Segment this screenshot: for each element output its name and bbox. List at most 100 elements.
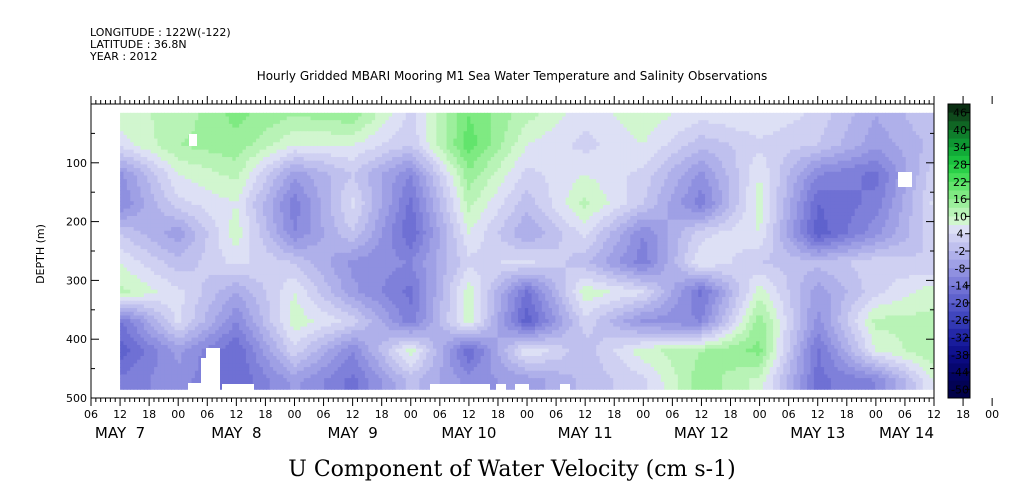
heatmap-cell (297, 161, 301, 165)
heatmap-cell (168, 157, 172, 161)
heatmap-cell (742, 187, 746, 191)
heatmap-cell (171, 183, 175, 187)
heatmap-cell (188, 172, 192, 176)
heatmap-cell (712, 161, 716, 165)
heatmap-cell (423, 168, 427, 172)
heatmap-cell (402, 128, 406, 132)
heatmap-cell (392, 179, 396, 183)
heatmap-cell (168, 139, 172, 143)
heatmap-cell (188, 168, 192, 172)
heatmap-cell (127, 142, 131, 146)
heatmap-cell (168, 179, 172, 183)
heatmap-cell (127, 128, 131, 132)
heatmap-cell (219, 113, 223, 117)
heatmap-cell (457, 164, 461, 168)
heatmap-cell (328, 117, 332, 121)
heatmap-cell (157, 128, 161, 132)
heatmap-cell (518, 128, 522, 132)
heatmap-cell (583, 150, 587, 154)
heatmap-cell (481, 150, 485, 154)
heatmap-cell (464, 153, 468, 157)
heatmap-cell (157, 168, 161, 172)
heatmap-cell (647, 128, 651, 132)
heatmap-cell (392, 157, 396, 161)
heatmap-cell (773, 157, 777, 161)
heatmap-cell (243, 135, 247, 139)
heatmap-cell (402, 161, 406, 165)
heatmap-cell (137, 146, 141, 150)
heatmap-cell (464, 183, 468, 187)
heatmap-cell (647, 139, 651, 143)
heatmap-cell (481, 175, 485, 179)
heatmap-cell (712, 128, 716, 132)
heatmap-cell (402, 146, 406, 150)
heatmap-cell (297, 175, 301, 179)
heatmap-cell (151, 187, 155, 191)
heatmap-cell (487, 128, 491, 132)
heatmap-cell (181, 187, 185, 191)
heatmap-cell (379, 142, 383, 146)
heatmap-cell (742, 161, 746, 165)
heatmap-cell (127, 183, 131, 187)
heatmap-cell (157, 146, 161, 150)
heatmap-cell (355, 172, 359, 176)
heatmap-cell (423, 113, 427, 117)
heatmap-cell (171, 150, 175, 154)
heatmap-cell (773, 142, 777, 146)
heatmap-cell (219, 157, 223, 161)
heatmap-cell (868, 128, 872, 132)
heatmap-cell (137, 157, 141, 161)
heatmap-cell (297, 139, 301, 143)
heatmap-cell (202, 157, 206, 161)
heatmap-cell (678, 113, 682, 117)
heatmap-cell (712, 172, 716, 176)
heatmap-cell (256, 187, 260, 191)
heatmap-cell (807, 146, 811, 150)
heatmap-cell (647, 117, 651, 121)
heatmap-cell (355, 168, 359, 172)
heatmap-cell (464, 117, 468, 121)
heatmap-cell (212, 175, 216, 179)
heatmap-cell (294, 168, 298, 172)
heatmap-cell (868, 175, 872, 179)
heatmap-cell (868, 168, 872, 172)
heatmap-cell (212, 146, 216, 150)
heatmap-cell (419, 168, 423, 172)
heatmap-cell (202, 135, 206, 139)
heatmap-cell (742, 179, 746, 183)
heatmap-cell (300, 117, 304, 121)
heatmap-cell (379, 128, 383, 132)
heatmap-cell (362, 139, 366, 143)
heatmap-cell (219, 124, 223, 128)
heatmap-cell (419, 117, 423, 121)
heatmap-cell (188, 153, 192, 157)
heatmap-cell (583, 168, 587, 172)
heatmap-cell (583, 183, 587, 187)
heatmap-cell (256, 113, 260, 117)
heatmap-cell (202, 131, 206, 135)
heatmap-cell (457, 150, 461, 154)
heatmap-cell (773, 179, 777, 183)
heatmap-cell (127, 135, 131, 139)
heatmap-cell (202, 128, 206, 132)
heatmap-cell (402, 135, 406, 139)
heatmap-cell (807, 153, 811, 157)
heatmap-cell (773, 128, 777, 132)
heatmap-cell (647, 135, 651, 139)
heatmap-cell (256, 146, 260, 150)
heatmap-cell (297, 128, 301, 132)
heatmap-cell (140, 153, 144, 157)
heatmap-cell (212, 135, 216, 139)
heatmap-cell (402, 183, 406, 187)
heatmap-cell (232, 175, 236, 179)
heatmap-cell (300, 113, 304, 117)
heatmap-cell (277, 120, 281, 124)
heatmap-cell (464, 124, 468, 128)
heatmap-cell (297, 113, 301, 117)
heatmap-cell (402, 187, 406, 191)
heatmap-cell (229, 117, 233, 121)
heatmap-cell (266, 153, 270, 157)
heatmap-cell (277, 150, 281, 154)
heatmap-cell (487, 168, 491, 172)
heatmap-cell (168, 168, 172, 172)
